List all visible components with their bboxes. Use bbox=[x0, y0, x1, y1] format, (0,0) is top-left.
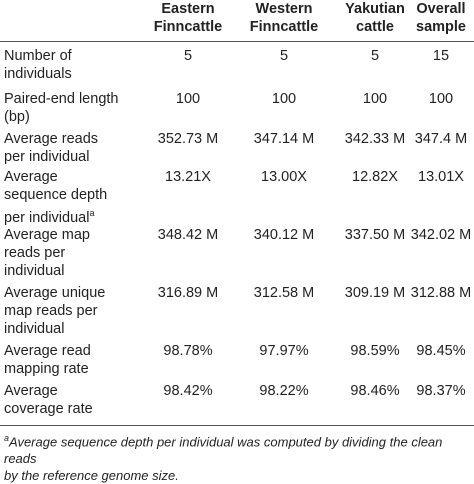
cell: 98.22% bbox=[259, 383, 309, 399]
header-line: Overall bbox=[416, 1, 466, 17]
header-line: Finncattle bbox=[249, 19, 319, 35]
row-label-text: per individual bbox=[4, 209, 90, 226]
cell: 337.50 M bbox=[344, 227, 406, 243]
footnote-text: Average sequence depth per individual wa… bbox=[4, 434, 443, 467]
row-label: Average reads per individual bbox=[4, 130, 134, 166]
cell: 13.01X bbox=[418, 169, 464, 185]
row-label-line: reads per bbox=[4, 245, 66, 261]
row-label: Average unique map reads per individual bbox=[4, 284, 134, 338]
cell: 316.89 M bbox=[157, 285, 219, 301]
header-overall-sample: Overall sample bbox=[408, 0, 474, 40]
cell: 5 bbox=[183, 48, 193, 64]
table-footnote: aAverage sequence depth per individual w… bbox=[4, 430, 474, 484]
cell: 100 bbox=[271, 91, 297, 107]
cell: 342.02 M bbox=[410, 227, 472, 243]
cell: 13.21X bbox=[165, 169, 211, 185]
header-eastern-finncattle: Eastern Finncattle bbox=[140, 0, 236, 40]
header-line: Finncattle bbox=[153, 19, 223, 35]
cell: 98.45% bbox=[416, 343, 466, 359]
cell: 347.14 M bbox=[253, 131, 315, 147]
row-label-line: Average unique bbox=[4, 285, 106, 301]
row-label-line: Paired-end length bbox=[4, 91, 119, 107]
cell: 5 bbox=[370, 48, 380, 64]
row-label-line: per individual bbox=[4, 149, 90, 165]
footnote-line: by the reference genome size. bbox=[4, 468, 179, 484]
row-label: Average map reads per individual bbox=[4, 226, 134, 280]
header-line: Western bbox=[255, 1, 313, 17]
cell: 342.33 M bbox=[344, 131, 406, 147]
row-label-line: (bp) bbox=[4, 109, 30, 125]
row-label-line: coverage rate bbox=[4, 401, 93, 417]
row-label-line: Number of bbox=[4, 48, 72, 64]
header-line: sample bbox=[416, 19, 466, 35]
cell: 312.88 M bbox=[410, 285, 472, 301]
cell: 100 bbox=[175, 91, 201, 107]
row-label-line: Average bbox=[4, 169, 58, 185]
cell: 352.73 M bbox=[157, 131, 219, 147]
cell: 348.42 M bbox=[157, 227, 219, 243]
row-label: Average sequence depth per individuala bbox=[4, 168, 134, 227]
row-label-line: individual bbox=[4, 321, 65, 337]
cell: 5 bbox=[279, 48, 289, 64]
row-label-line: Average read bbox=[4, 343, 91, 359]
header-western-finncattle: Western Finncattle bbox=[236, 0, 332, 40]
row-label-line: individuals bbox=[4, 66, 72, 82]
cell: 12.82X bbox=[352, 169, 398, 185]
row-label-line: individual bbox=[4, 263, 65, 279]
cell: 340.12 M bbox=[253, 227, 315, 243]
header-yakutian-cattle: Yakutian cattle bbox=[332, 0, 418, 40]
row-label: Average read mapping rate bbox=[4, 342, 134, 378]
footnote-line: aAverage sequence depth per individual w… bbox=[4, 430, 474, 467]
cell: 98.37% bbox=[416, 383, 466, 399]
cell: 347.4 M bbox=[414, 131, 468, 147]
header-line: Yakutian bbox=[345, 1, 405, 17]
bottom-rule bbox=[0, 425, 474, 426]
row-label: Average coverage rate bbox=[4, 382, 134, 418]
row-label-line: map reads per bbox=[4, 303, 98, 319]
row-label-line: Average reads bbox=[4, 131, 99, 147]
row-label: Number of individuals bbox=[4, 47, 134, 83]
header-line: Eastern bbox=[161, 1, 215, 17]
cell: 309.19 M bbox=[344, 285, 406, 301]
cell: 100 bbox=[428, 91, 454, 107]
footnote-marker: a bbox=[4, 433, 10, 443]
row-label-line: Average bbox=[4, 383, 58, 399]
cell: 98.46% bbox=[350, 383, 400, 399]
header-line: cattle bbox=[356, 19, 394, 35]
row-label-line: mapping rate bbox=[4, 361, 89, 377]
cell: 97.97% bbox=[259, 343, 309, 359]
row-label-line: sequence depth bbox=[4, 187, 108, 203]
cell: 100 bbox=[362, 91, 388, 107]
cell: 13.00X bbox=[261, 169, 307, 185]
header-rule bbox=[0, 41, 474, 42]
row-label: Paired-end length (bp) bbox=[4, 90, 134, 126]
cell: 98.78% bbox=[163, 343, 213, 359]
cell: 15 bbox=[432, 48, 450, 64]
row-label-line: Average map bbox=[4, 227, 90, 243]
cell: 312.58 M bbox=[253, 285, 315, 301]
cell: 98.42% bbox=[163, 383, 213, 399]
footnote-marker: a bbox=[89, 208, 95, 218]
row-label-line: per individuala bbox=[4, 204, 134, 227]
cell: 98.59% bbox=[350, 343, 400, 359]
